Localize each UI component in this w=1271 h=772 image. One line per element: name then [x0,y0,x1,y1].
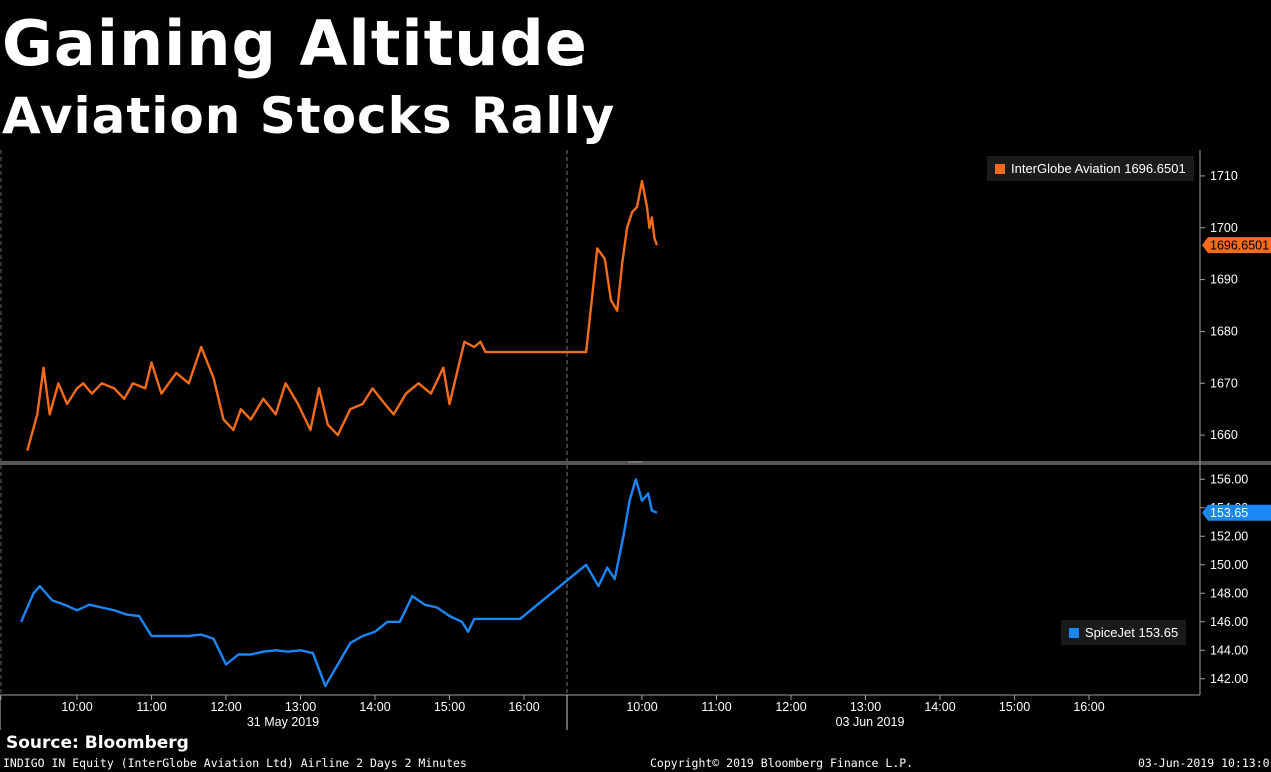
copyright: Copyright© 2019 Bloomberg Finance L.P. [650,756,914,770]
source-label: Source: Bloomberg [6,733,189,753]
y-tick-label-spicejet: 152.00 [1210,529,1248,543]
x-tick-label: 12:00 [210,700,241,714]
y-tick-label-interglobe: 1670 [1210,376,1238,390]
y-tick-label-interglobe: 1690 [1210,273,1238,287]
y-tick-label-interglobe: 1680 [1210,324,1238,338]
y-tick-label-interglobe: 1700 [1210,221,1238,235]
x-session-label: 31 May 2019 [247,715,319,729]
last-value-tag-spicejet [1202,504,1271,521]
x-tick-label: 11:00 [136,700,166,714]
y-tick-label-spicejet: 156.00 [1210,472,1248,486]
x-tick-label: 11:00 [701,700,731,714]
x-tick-label: 13:00 [285,700,316,714]
panel-divider [0,461,1271,465]
y-tick-label-spicejet: 148.00 [1210,586,1248,600]
y-tick-label-interglobe: 1660 [1210,428,1238,442]
legend-label-interglobe: InterGlobe Aviation 1696.6501 [1011,161,1186,176]
x-tick-label: 12:00 [775,700,806,714]
x-tick-label: 16:00 [1073,700,1104,714]
x-tick-label: 15:00 [999,700,1030,714]
x-tick-label: 16:00 [508,700,539,714]
legend-spicejet: SpiceJet 153.65 [1061,620,1187,645]
series-line-interglobe [26,179,659,451]
x-session-label: 03 Jun 2019 [836,715,905,729]
x-tick-label: 15:00 [434,700,465,714]
chart-subtitle: Aviation Stocks Rally [2,87,616,145]
x-tick-label: 14:00 [924,700,955,714]
y-tick-label-spicejet: 150.00 [1210,558,1248,572]
y-tick-label-spicejet: 142.00 [1210,672,1248,686]
y-tick-label-spicejet: 146.00 [1210,615,1248,629]
last-value-tag-interglobe [1202,237,1271,254]
series-line-spicejet [19,478,658,688]
legend-swatch-orange [995,164,1005,174]
x-tick-label: 10:00 [626,700,657,714]
x-tick-label: 14:00 [359,700,390,714]
x-tick-label: 10:00 [61,700,92,714]
chart-title: Gaining Altitude [2,7,588,80]
legend-swatch-blue [1069,628,1079,638]
y-tick-label-spicejet: 144.00 [1210,643,1248,657]
x-tick-label: 13:00 [850,700,881,714]
ticker-info: INDIGO IN Equity (InterGlobe Aviation Lt… [3,756,467,770]
legend-label-spicejet: SpiceJet 153.65 [1085,625,1179,640]
timestamp: 03-Jun-2019 10:13:01 [1138,756,1271,770]
y-tick-label-interglobe: 1710 [1210,169,1238,183]
legend-interglobe: InterGlobe Aviation 1696.6501 [987,156,1194,181]
last-value-label-interglobe: 1696.6501 [1210,239,1269,253]
divider-handle [628,461,642,463]
last-value-label-spicejet: 153.65 [1210,506,1248,520]
